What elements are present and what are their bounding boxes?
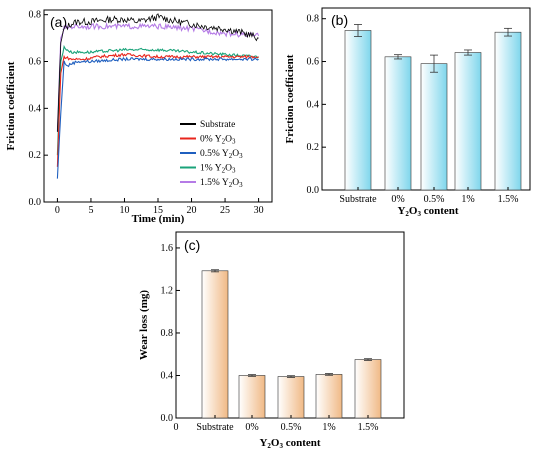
x-tick-label: Substrate: [196, 422, 234, 433]
legend-label: Substrate: [200, 120, 235, 130]
x-tick-label: 0.5%: [281, 422, 302, 433]
x-tick-label: 0.5%: [424, 194, 445, 205]
y-ticks-b: 0.0 0.2 0.4 0.6 0.8: [307, 14, 326, 196]
bar-4: [494, 31, 522, 191]
bars-b: Substrate 0% 0.5% 1% 1.5%: [339, 24, 522, 205]
bar-3: [454, 52, 482, 191]
x-tick-label-a: 30: [254, 205, 264, 216]
x-axis-title-c: Y2O3 content: [259, 437, 320, 450]
y-tick-label: 0.8: [161, 328, 174, 339]
x-axis-title-a: Time (min): [132, 213, 185, 225]
y-tick-label-a: 0.0: [29, 197, 42, 208]
series-line-0: [57, 13, 259, 132]
legend-a: Substrate 0% Y2O3 0.5% Y2O3 1% Y2O3 1.5% Y2O…: [180, 120, 243, 189]
bar-1: [238, 375, 266, 419]
panel-label-c: (c): [184, 237, 200, 253]
x-tick-label-a: 10: [119, 205, 129, 216]
x-tick-label: 0%: [245, 422, 258, 433]
bar-3: [315, 374, 343, 419]
panel-label-a: (a): [50, 14, 67, 30]
y-tick-label-a: 0.2: [29, 150, 42, 161]
x-tick-label-a: 0: [55, 205, 60, 216]
legend-label: 1.5% Y2O3: [200, 178, 243, 189]
series-line-1: [56, 52, 259, 167]
panel-label-b: (b): [331, 12, 348, 28]
plot-frame-a: [43, 9, 273, 203]
x-tick-label: 1.5%: [358, 422, 379, 433]
bar-0: [344, 30, 372, 191]
bar-0: [201, 270, 229, 419]
bar-1: [384, 56, 412, 191]
y-tick-label: 0.4: [307, 99, 320, 110]
y-tick-label-a: 0.6: [29, 57, 42, 68]
y-tick-label-a: 0.4: [29, 103, 42, 114]
x-tick-label: 1.5%: [498, 194, 519, 205]
y-ticks-c: 0.0 0.4 0.8 1.2 1.6: [161, 243, 180, 424]
x-tick-label: 1%: [461, 194, 474, 205]
x-tick-label-a: 20: [187, 205, 197, 216]
x-tick-label-a: 25: [220, 205, 230, 216]
panel-a: (a) Friction coefficient Time (min) 0.00…: [5, 9, 273, 225]
y-tick-label: 0.8: [307, 14, 320, 25]
x-tick-label: 1%: [322, 422, 335, 433]
series-lines-a: [56, 13, 260, 179]
x-tick-label: 0%: [391, 194, 404, 205]
bars-c: Substrate 0% 0.5% 1% 1.5% 0: [174, 269, 382, 433]
y-tick-label: 0.0: [161, 413, 174, 424]
y-axis-title-a: Friction coefficient: [5, 61, 17, 150]
y-tick-label: 0.2: [307, 142, 320, 153]
bar-4: [354, 359, 382, 419]
y-tick-label: 0.0: [307, 185, 320, 196]
panel-b: (b) Friction coefficient Y2O3 content 0.…: [284, 7, 531, 218]
legend-label: 0% Y2O3: [200, 135, 236, 146]
y-tick-label: 0.6: [307, 57, 320, 68]
series-line-3: [56, 44, 259, 156]
x-tick-label: Substrate: [339, 194, 377, 205]
bar-2: [277, 376, 305, 419]
series-line-4: [56, 21, 260, 132]
y-tick-label: 1.2: [161, 285, 174, 296]
legend-label: 0.5% Y2O3: [200, 149, 243, 160]
y-axis-title-b: Friction coefficient: [284, 54, 296, 143]
legend-label: 1% Y2O3: [200, 164, 236, 175]
x-tick-label-a: 15: [153, 205, 163, 216]
y-tick-label-a: 0.8: [29, 10, 42, 21]
y-axis-title-c: Wear loss (mg): [138, 290, 150, 360]
bar-2: [420, 63, 448, 191]
x-ticks-a: 0 5 10 15 20 25 30: [55, 198, 264, 216]
y-ticks-a: 0.0 0.2 0.4 0.6 0.8: [29, 10, 48, 208]
x-tick-label-a: 5: [88, 205, 93, 216]
series-line-2: [56, 56, 259, 179]
y-tick-label: 1.6: [161, 243, 174, 254]
y-tick-label: 0.4: [161, 370, 174, 381]
x-tick-label-zero: 0: [174, 422, 179, 433]
panel-c: (c) Wear loss (mg) Y2O3 content 0.00.40.…: [138, 231, 405, 450]
x-axis-title-b: Y2O3 content: [397, 205, 458, 218]
